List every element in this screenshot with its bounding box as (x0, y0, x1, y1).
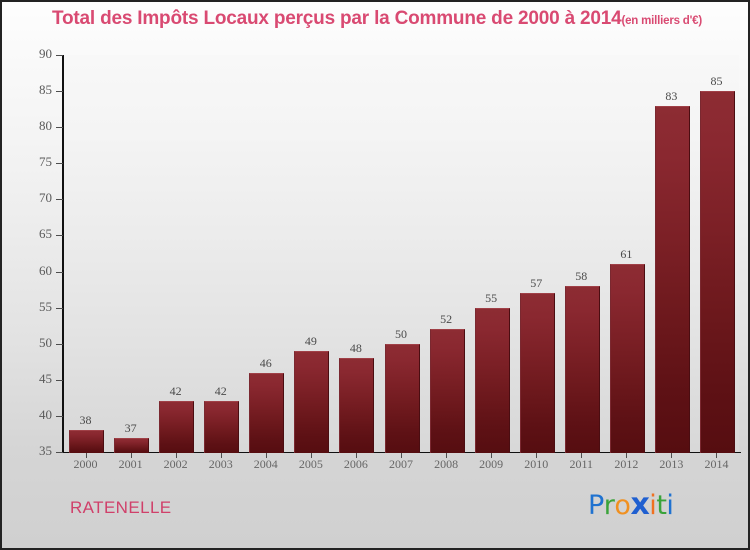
bar-2002[interactable] (159, 401, 195, 453)
y-axis-tick (56, 127, 63, 129)
bar-value-label: 48 (349, 341, 362, 356)
y-axis-line (62, 55, 64, 453)
x-axis-tick (671, 453, 673, 458)
bar-value-label: 58 (575, 268, 588, 283)
y-axis-label: 55 (39, 298, 52, 314)
y-axis-tick (56, 199, 63, 201)
y-axis-tick (56, 415, 63, 417)
logo-letter-t-5: t (656, 490, 667, 521)
bar-value-label: 38 (79, 413, 92, 428)
bar-2010[interactable] (519, 293, 555, 453)
bar-value-label: 57 (530, 276, 543, 291)
bar-2012[interactable] (609, 264, 645, 453)
y-axis-tick (56, 163, 63, 165)
bar-2008[interactable] (429, 329, 465, 453)
x-axis-tick (716, 453, 718, 458)
bar-2014[interactable] (699, 91, 735, 453)
bar-value-label: 46 (259, 355, 272, 370)
y-axis-label: 85 (39, 82, 52, 98)
x-axis-label-2012: 2012 (614, 457, 639, 471)
bar-value-label: 52 (440, 312, 453, 327)
y-axis-tick (56, 91, 63, 93)
y-axis-label: 60 (39, 262, 52, 278)
page-title: Total des Impôts Locaux perçus par la Co… (52, 8, 622, 29)
bar-2007[interactable] (384, 343, 420, 453)
x-axis-tick (265, 453, 267, 458)
y-axis-label: 70 (39, 190, 52, 206)
chart-subtitle: (en milliers d'€) (621, 15, 702, 27)
bar-value-label: 42 (214, 384, 227, 399)
bar-2011[interactable] (564, 285, 600, 453)
x-axis-label-2001: 2001 (118, 457, 143, 471)
x-axis-label-2007: 2007 (389, 457, 413, 471)
x-axis-label-2009: 2009 (479, 457, 504, 471)
x-axis-label-2000: 2000 (73, 457, 98, 471)
bar-2001[interactable] (114, 437, 150, 453)
logo-letter-i-4: i (649, 490, 657, 521)
bar-value-label: 61 (620, 247, 633, 262)
y-axis-label: 50 (39, 334, 52, 350)
x-axis-tick (626, 453, 628, 458)
x-axis-tick (130, 453, 132, 458)
bar-value-label: 85 (710, 74, 723, 89)
y-axis-tick (56, 343, 63, 345)
x-axis-label-2003: 2003 (208, 457, 233, 471)
y-axis-tick (56, 235, 63, 237)
x-axis-tick (491, 453, 493, 458)
x-axis-tick (175, 453, 177, 458)
bar-2003[interactable] (204, 401, 240, 453)
logo-letter-P-0: P (588, 490, 604, 521)
x-axis-label-2010: 2010 (524, 457, 549, 471)
y-axis-tick (56, 307, 63, 309)
x-axis-label-2011: 2011 (569, 457, 594, 471)
logo-letter-o-2: o (614, 490, 631, 521)
x-axis-tick (220, 453, 222, 458)
y-axis-tick (56, 452, 63, 453)
chart-title-bar: Total des Impôts Locaux perçus par la Co… (2, 8, 748, 30)
bar-2005[interactable] (294, 350, 330, 453)
x-axis-label-2008: 2008 (434, 457, 459, 471)
y-axis-label: 65 (39, 226, 52, 242)
bar-value-label: 37 (124, 420, 137, 435)
bar-2013[interactable] (654, 105, 690, 453)
bar-value-label: 83 (665, 88, 678, 103)
y-axis-label: 40 (39, 406, 52, 422)
y-axis-label: 90 (39, 46, 52, 61)
x-axis-label-2013: 2013 (659, 457, 684, 471)
x-axis-label-2002: 2002 (163, 457, 188, 471)
x-axis-tick (581, 453, 583, 458)
x-axis-tick (310, 453, 312, 458)
y-axis-label: 80 (39, 118, 52, 134)
bar-value-label: 55 (485, 290, 498, 305)
x-axis-label-2004: 2004 (253, 457, 278, 471)
x-axis-label-2006: 2006 (343, 457, 368, 471)
x-axis-label-2005: 2005 (298, 457, 323, 471)
x-axis-label-2014: 2014 (704, 457, 729, 471)
logo-letter-r-1: r (603, 490, 615, 521)
x-axis-tick (446, 453, 448, 458)
bar-2006[interactable] (339, 358, 375, 453)
bar-value-label: 50 (395, 326, 407, 341)
x-axis-tick (536, 453, 538, 458)
y-axis-label: 45 (39, 370, 52, 386)
x-axis-tick (401, 453, 402, 458)
x-axis-tick (85, 453, 87, 458)
y-axis-tick (56, 271, 63, 273)
bar-2000[interactable] (69, 430, 105, 453)
proxiti-logo[interactable]: Proxiti (588, 487, 674, 522)
logo-letter-i-6: i (666, 490, 674, 521)
commune-name-label: RATENELLE (70, 498, 172, 517)
logo-letter-x-3: x (630, 487, 650, 522)
y-axis-label: 35 (39, 443, 52, 458)
y-axis-label: 75 (39, 154, 52, 170)
y-axis-tick (56, 55, 63, 56)
y-axis-tick (56, 379, 63, 381)
bar-value-label: 49 (304, 333, 317, 348)
bar-2009[interactable] (474, 307, 510, 453)
bar-2004[interactable] (249, 372, 285, 453)
x-axis-tick (355, 453, 357, 458)
bar-value-label: 42 (169, 384, 182, 399)
